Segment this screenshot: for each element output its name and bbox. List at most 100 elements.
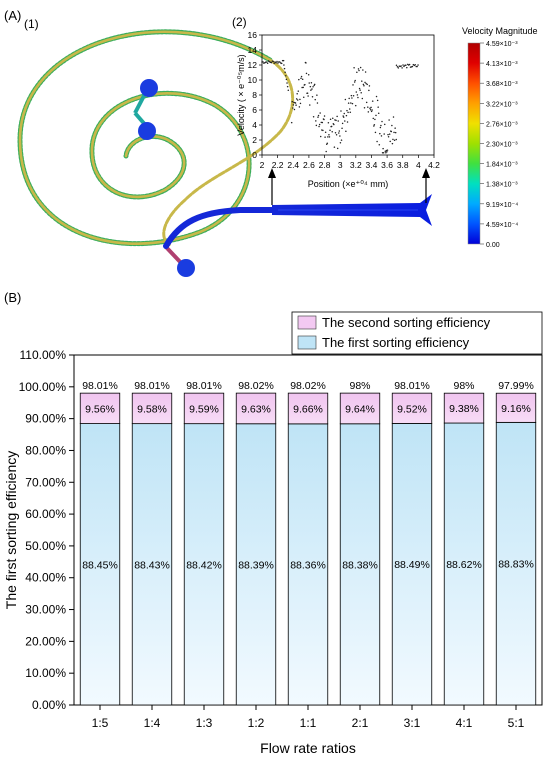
inset-point: [352, 95, 355, 97]
inset-point: [262, 61, 264, 63]
inset-point: [316, 102, 319, 104]
inset-point: [357, 68, 360, 70]
inset-point: [309, 85, 312, 88]
colorbar-tick-label: 2.30×10⁻³: [486, 142, 518, 149]
inset-point: [394, 131, 397, 134]
inset-point: [345, 130, 347, 132]
inset-point: [317, 114, 320, 117]
inset-point: [382, 147, 384, 150]
inset-point: [350, 102, 352, 104]
spiral-channel: [17, 29, 295, 247]
inset-x-tick-label: 3.4: [366, 160, 378, 170]
inset-point: [394, 127, 396, 129]
inset-point: [307, 73, 310, 76]
inset-point: [283, 64, 285, 66]
bar-second-4:1: [443, 392, 485, 424]
inset-point: [375, 114, 377, 117]
inset-point: [295, 98, 298, 100]
colorbar-tick-label: 4.13×10⁻³: [486, 61, 518, 68]
inset-point: [408, 63, 411, 66]
inset-point: [328, 136, 331, 138]
inset-point: [369, 109, 372, 111]
outlet-channel: [163, 194, 432, 277]
inset-point: [393, 131, 395, 134]
inset-point: [323, 115, 326, 117]
inset-point: [366, 83, 368, 86]
inset-point: [388, 119, 390, 121]
inset-points: [261, 59, 419, 154]
inset-point: [343, 112, 345, 115]
inset-point: [302, 96, 305, 98]
inset-point: [405, 64, 407, 66]
inset-point: [357, 96, 359, 99]
inset-point: [391, 142, 394, 145]
inset-point: [319, 135, 322, 138]
inset-point: [285, 78, 288, 81]
colorbar: Velocity Magnitude 4.59×10⁻³ 4.13×10⁻³ 3.6…: [462, 26, 538, 249]
inset-point: [349, 111, 352, 113]
inset-point: [324, 131, 327, 134]
colorbar-ticks: 4.59×10⁻³ 4.13×10⁻³ 3.68×10⁻³ 3.22×10⁻³ 2.76…: [480, 41, 518, 249]
inset-point: [386, 150, 388, 153]
inset-point: [317, 116, 319, 118]
inset-y-label: Velocity ( × e⁻⁰⁵m/s): [236, 54, 246, 135]
inset-point: [332, 117, 334, 120]
bar-second-1:5: [79, 392, 121, 424]
inset-point: [321, 121, 324, 124]
inset-point: [319, 112, 321, 114]
inset-point: [313, 83, 316, 86]
inset-y-tick-label: 6: [252, 105, 257, 115]
inset-x-label: Position (×e⁺⁰⁴ mm): [308, 179, 389, 189]
bar-first-5:1: [495, 421, 537, 706]
inset-point: [296, 92, 298, 95]
data-label-first: 88.45%: [82, 559, 118, 571]
data-label-first: 88.39%: [238, 559, 274, 571]
outlet-port: [177, 259, 195, 277]
inset-point: [371, 109, 373, 111]
inset-y-tick-label: 8: [252, 90, 257, 100]
inset-point: [310, 82, 313, 84]
inset-point: [336, 115, 338, 118]
inset-point: [341, 122, 344, 125]
inset-x-tick-label: 2.6: [303, 160, 315, 170]
inlet-structure: [133, 79, 158, 140]
colorbar-tick-label: 9.19×10⁻⁴: [486, 202, 518, 209]
inset-point: [401, 67, 403, 69]
inset-point: [312, 86, 314, 88]
inset-point: [308, 82, 310, 84]
inset-point: [283, 67, 286, 70]
bar-first-4:1: [443, 422, 485, 706]
inset-point: [335, 134, 338, 136]
main-chart: 88.45% 9.56% 98.01% 88.43% 9.58% 98.01% 88.42%…: [3, 311, 543, 756]
inset-point: [372, 117, 375, 120]
inset-point: [385, 152, 387, 154]
colorbar-tick-label: 4.59×10⁻⁴: [486, 222, 518, 229]
inset-point: [290, 121, 293, 124]
x-tick-label: 1:1: [300, 716, 317, 730]
bar-first-1:4: [131, 423, 173, 706]
inset-point: [295, 104, 297, 106]
inset-point: [358, 69, 360, 72]
inset-point: [327, 136, 329, 138]
inset-point: [301, 86, 303, 89]
data-label-second: 9.56%: [85, 403, 115, 415]
inset-point: [370, 106, 372, 109]
inset-point: [397, 67, 400, 69]
inset-point: [292, 104, 295, 106]
colorbar-gradient: [467, 42, 481, 245]
inset-point: [352, 84, 354, 86]
inset-point: [363, 85, 365, 87]
inset-point: [347, 111, 349, 114]
inset-point: [362, 83, 365, 86]
inset-point: [370, 110, 373, 113]
inset-point: [282, 59, 285, 62]
y-tick-label: 90.00%: [25, 412, 66, 426]
inset-point: [307, 95, 309, 97]
data-label-total: 98.01%: [394, 380, 430, 392]
inset-point: [348, 97, 350, 100]
colorbar-tick-label: 1.84×10⁻³: [486, 162, 518, 169]
inset-point: [387, 136, 390, 138]
inset-point: [329, 118, 332, 121]
x-tick-label: 1:4: [144, 716, 161, 730]
inset-point: [362, 69, 364, 71]
